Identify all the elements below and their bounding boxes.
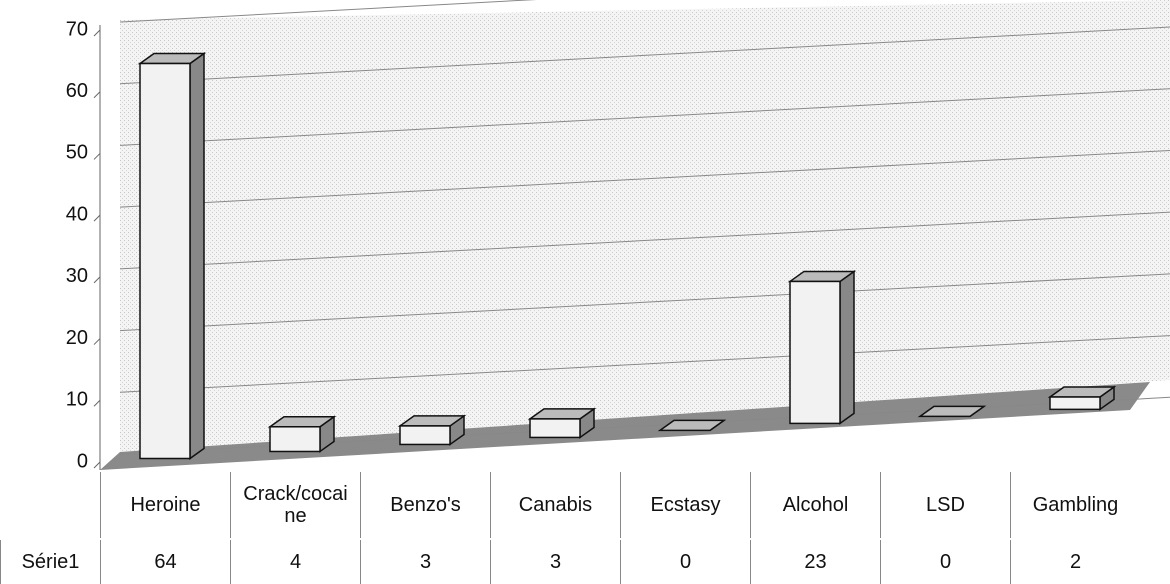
grid-line [119, 149, 1170, 208]
plot-floor [100, 382, 1150, 470]
x-tick-label: LSD [880, 472, 1010, 538]
y-tick-label: 0 [77, 450, 88, 472]
bar [1047, 385, 1117, 411]
x-tick-label: Benzo's [360, 472, 490, 538]
grid-line [119, 0, 537, 23]
bar-front [1049, 396, 1101, 411]
y-tick [93, 153, 101, 160]
data-table-value: 3 [490, 540, 620, 584]
bar [787, 269, 857, 425]
bar-front [529, 418, 581, 439]
bar [137, 52, 207, 460]
y-tick [93, 461, 101, 469]
x-tick-label: Heroine [100, 472, 230, 538]
bar-top [657, 419, 727, 432]
bar-top [917, 405, 987, 418]
y-tick-label: 30 [66, 265, 88, 287]
data-table-value: 0 [620, 540, 750, 584]
x-tick-label: Canabis [490, 472, 620, 538]
bar-side [189, 52, 205, 460]
bar-front [789, 280, 841, 425]
y-tick-label: 50 [66, 142, 88, 164]
bar [527, 407, 597, 439]
data-table-value: 4 [230, 540, 360, 584]
data-table-value: 3 [360, 540, 490, 584]
y-tick [93, 214, 101, 222]
grid-line [119, 26, 1170, 85]
y-tick [93, 338, 101, 345]
bar-front [139, 62, 191, 460]
plot-wall [120, 0, 1170, 455]
y-tick-label: 70 [66, 18, 88, 40]
x-tick-label: Alcohol [750, 472, 880, 538]
grid-line [119, 335, 1170, 393]
x-tick-label: Crack/cocaine [230, 472, 360, 538]
y-tick-label: 60 [66, 80, 88, 102]
y-tick-label: 40 [66, 203, 88, 225]
data-table-value: 2 [1010, 540, 1140, 584]
data-table-value: 64 [100, 540, 230, 584]
bar [267, 415, 337, 453]
y-tick [93, 29, 101, 37]
y-tick [93, 91, 101, 99]
bar-side [839, 269, 855, 425]
x-tick-label: Gambling [1010, 472, 1140, 538]
bar-front [269, 426, 321, 453]
data-table-value: 0 [880, 540, 1010, 584]
bar [657, 419, 727, 432]
x-tick-label: Ecstasy [620, 472, 750, 538]
series-name: Série1 [0, 540, 100, 584]
grid-line [119, 211, 1170, 270]
y-tick [93, 399, 101, 407]
data-table-value: 23 [750, 540, 880, 584]
bar [917, 405, 987, 418]
y-tick-label: 10 [66, 389, 88, 411]
bar-front [399, 425, 451, 446]
y-tick [93, 276, 101, 284]
y-tick-label: 20 [66, 327, 88, 349]
grid-line [119, 88, 1170, 146]
bar [397, 414, 467, 446]
grid-line [119, 273, 1170, 332]
